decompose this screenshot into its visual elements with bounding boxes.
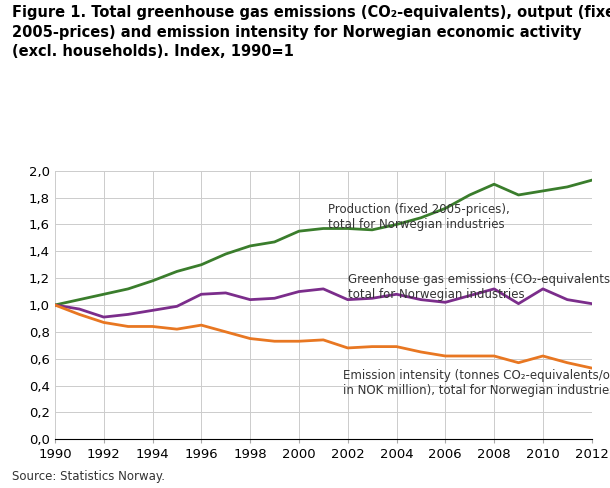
Text: Greenhouse gas emissions (CO₂-equivalents),
total for Norwegian industries: Greenhouse gas emissions (CO₂-equivalent… <box>348 273 610 301</box>
Text: Figure 1. Total greenhouse gas emissions (CO₂-equivalents), output (fixed
2005-p: Figure 1. Total greenhouse gas emissions… <box>12 5 610 60</box>
Text: Production (fixed 2005-prices),
total for Norwegian industries: Production (fixed 2005-prices), total fo… <box>328 203 510 231</box>
Text: Emission intensity (tonnes CO₂-equivalents/output
in NOK million), total for Nor: Emission intensity (tonnes CO₂-equivalen… <box>343 369 610 397</box>
Text: Source: Statistics Norway.: Source: Statistics Norway. <box>12 470 165 483</box>
